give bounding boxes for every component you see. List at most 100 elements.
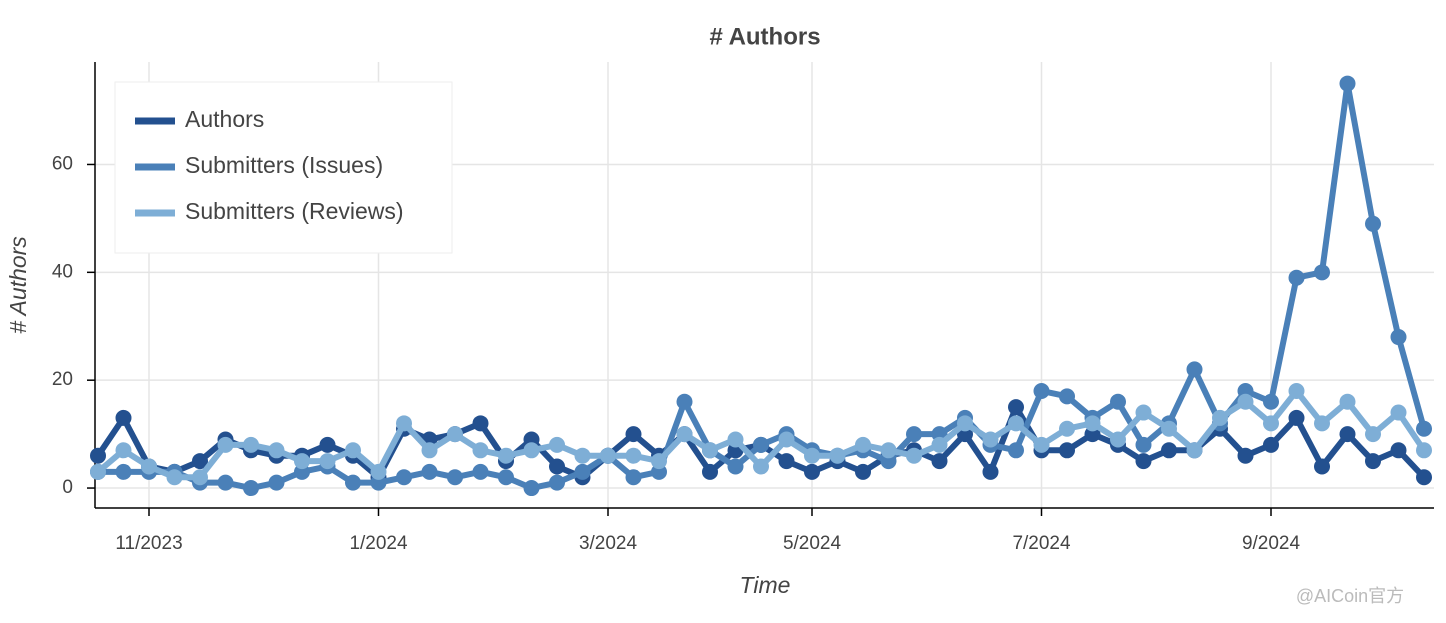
data-point <box>1390 329 1407 346</box>
data-point <box>804 447 820 464</box>
data-point <box>1135 453 1152 470</box>
data-point <box>319 436 336 453</box>
data-point <box>1263 393 1279 410</box>
data-point <box>1033 382 1050 399</box>
data-point <box>294 453 310 470</box>
data-point <box>778 453 795 470</box>
watermark: @AICoin官方 <box>1296 586 1404 606</box>
data-point <box>651 453 667 470</box>
data-point <box>1135 436 1152 453</box>
y-axis-label: # Authors <box>5 236 31 334</box>
data-point <box>1365 215 1381 232</box>
data-point <box>1288 409 1305 426</box>
data-point <box>1161 420 1177 437</box>
data-point <box>1237 447 1254 464</box>
data-point <box>396 469 412 486</box>
data-point <box>753 436 769 453</box>
data-point <box>1339 426 1356 443</box>
data-point <box>1339 75 1356 92</box>
data-point <box>217 436 234 453</box>
data-point <box>982 431 999 448</box>
data-point <box>243 436 259 453</box>
data-point <box>1161 442 1177 459</box>
data-point <box>1084 415 1101 432</box>
x-axis-label: Time <box>740 572 791 598</box>
data-point <box>498 447 514 464</box>
data-point <box>498 469 514 486</box>
x-tick-label: 9/2024 <box>1242 533 1301 554</box>
data-point <box>702 442 718 459</box>
data-point <box>931 436 948 453</box>
data-point <box>115 442 132 459</box>
data-point <box>574 463 591 480</box>
data-point <box>1186 361 1203 378</box>
data-point <box>880 442 897 459</box>
data-point <box>472 442 489 459</box>
data-point <box>1390 442 1407 459</box>
data-point <box>549 458 565 475</box>
data-point <box>1110 431 1126 448</box>
data-point <box>1135 404 1152 421</box>
data-point <box>90 447 106 464</box>
x-tick-label: 3/2024 <box>579 533 638 554</box>
data-point <box>472 463 489 480</box>
data-point <box>345 474 361 491</box>
data-point <box>90 463 106 480</box>
data-point <box>1237 393 1254 410</box>
data-point <box>1314 415 1330 432</box>
data-point <box>600 447 616 464</box>
data-point <box>1008 399 1024 416</box>
data-point <box>931 453 948 470</box>
data-point <box>345 442 361 459</box>
x-tick-label: 11/2023 <box>115 533 182 554</box>
data-point <box>1186 442 1203 459</box>
y-tick-label: 60 <box>52 153 73 174</box>
data-point <box>982 463 999 480</box>
data-point <box>574 447 591 464</box>
data-point <box>1416 442 1432 459</box>
data-point <box>243 480 259 497</box>
data-point <box>1416 420 1432 437</box>
legend: Authors Submitters (Issues) Submitters (Re… <box>114 81 453 254</box>
y-tick-label: 40 <box>52 261 73 282</box>
data-point <box>1339 393 1356 410</box>
data-point <box>523 480 540 497</box>
data-point <box>115 463 132 480</box>
data-point <box>906 426 922 443</box>
data-point <box>1365 453 1381 470</box>
data-point <box>1365 426 1381 443</box>
data-point <box>1263 415 1279 432</box>
data-point <box>1314 458 1330 475</box>
data-point <box>268 474 285 491</box>
legend-label: Authors <box>185 106 264 132</box>
legend-label: Submitters (Issues) <box>185 152 383 178</box>
data-point <box>421 463 438 480</box>
data-point <box>676 426 693 443</box>
data-point <box>1110 393 1126 410</box>
data-point <box>727 458 744 475</box>
data-point <box>727 431 744 448</box>
data-point <box>370 463 387 480</box>
data-point <box>1288 269 1305 286</box>
data-point <box>421 442 438 459</box>
data-point <box>396 415 412 432</box>
data-point <box>1416 469 1432 486</box>
x-tick-label: 1/2024 <box>349 533 408 554</box>
legend-label: Submitters (Reviews) <box>185 198 404 224</box>
data-point <box>192 453 208 470</box>
data-point <box>855 436 871 453</box>
data-point <box>115 409 132 426</box>
data-point <box>625 469 642 486</box>
data-point <box>166 469 183 486</box>
data-point <box>1059 420 1075 437</box>
data-point <box>1033 436 1050 453</box>
data-point <box>549 474 565 491</box>
data-point <box>957 415 973 432</box>
x-tick-label: 7/2024 <box>1012 533 1071 554</box>
data-point <box>141 458 157 475</box>
chart-title: # Authors <box>709 23 820 50</box>
data-point <box>829 447 846 464</box>
data-point <box>753 458 769 475</box>
data-point <box>676 393 693 410</box>
